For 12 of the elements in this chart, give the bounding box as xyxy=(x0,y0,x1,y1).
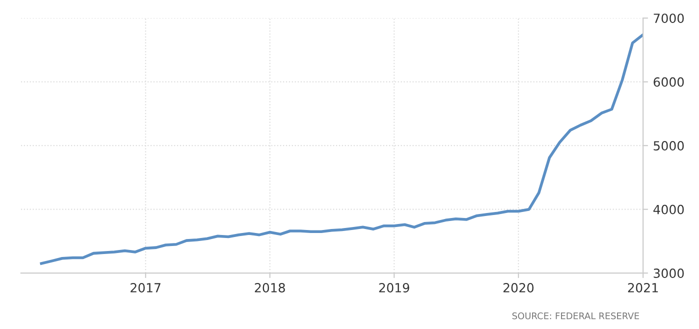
x-tick-label: 2020 xyxy=(503,283,534,292)
x-tick-label: 2017 xyxy=(130,283,160,292)
source-note: SOURCE: FEDERAL RESERVE xyxy=(512,312,640,320)
y-tick-label: 6000 xyxy=(654,77,684,87)
y-tick-label: 5000 xyxy=(654,141,684,151)
x-tick-label: 2021 xyxy=(628,283,658,292)
y-tick-label: 3000 xyxy=(654,268,684,278)
x-tick-label: 2019 xyxy=(379,283,410,292)
y-tick-label: 7000 xyxy=(654,14,684,24)
x-tick-label: 2018 xyxy=(254,283,285,292)
y-tick-label: 4000 xyxy=(653,204,684,214)
line-series xyxy=(40,33,644,265)
